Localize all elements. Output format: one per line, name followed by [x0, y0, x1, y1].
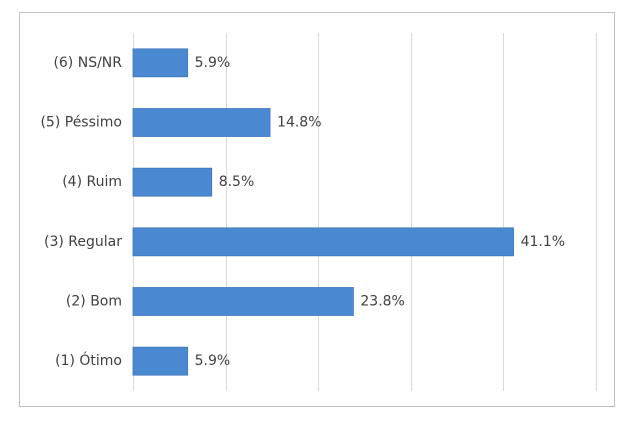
value-label: 5.9%: [195, 55, 231, 71]
bar: [132, 48, 189, 78]
bar: [132, 346, 189, 376]
y-tick-label: (2) Bom: [66, 294, 122, 310]
y-tick-label: (5) Péssimo: [40, 115, 122, 131]
value-label: 41.1%: [521, 234, 565, 250]
value-label: 5.9%: [195, 353, 231, 369]
y-tick-label: (4) Ruim: [62, 174, 122, 190]
bar: [132, 108, 271, 137]
chart-border: [19, 12, 615, 407]
y-tick-label: (1) Ótimo: [55, 351, 122, 369]
y-tick-label: (3) Regular: [44, 234, 122, 250]
y-tick-label: (6) NS/NR: [53, 55, 122, 71]
bar: [132, 287, 354, 316]
bar: [132, 167, 213, 197]
value-label: 23.8%: [360, 294, 404, 310]
value-label: 8.5%: [219, 174, 255, 190]
bar: [132, 227, 514, 257]
value-label: 14.8%: [277, 115, 321, 131]
